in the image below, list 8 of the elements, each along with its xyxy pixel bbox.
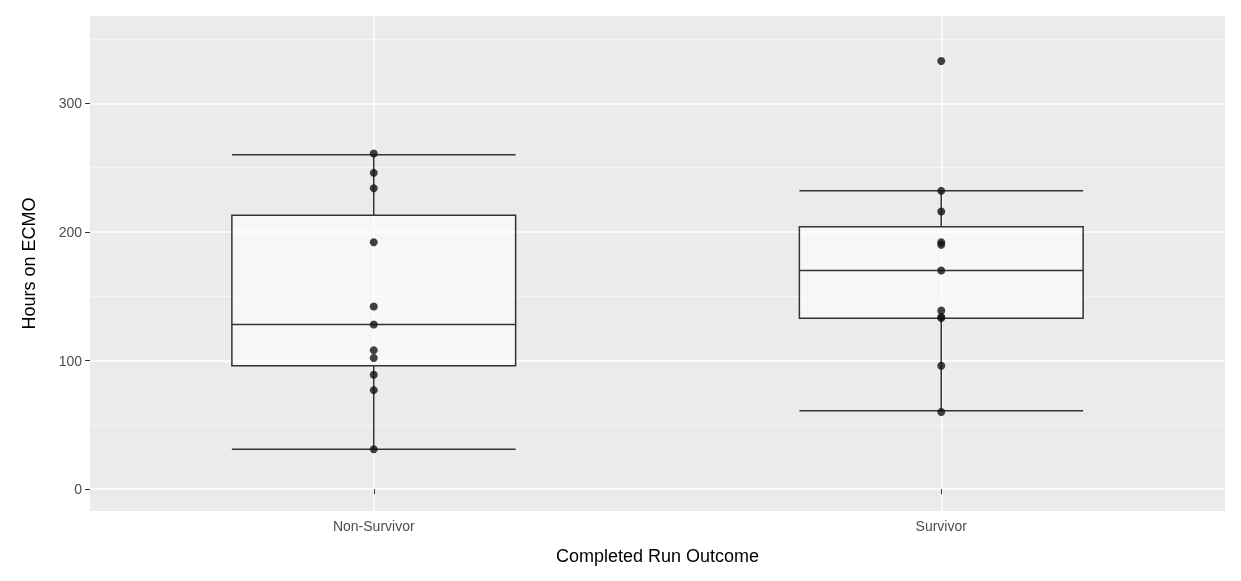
y-tick-label: 0	[74, 481, 83, 498]
y-tick-label: 300	[58, 95, 83, 112]
x-tick-label: Survivor	[915, 518, 968, 534]
y-axis-title: Hours on ECMO	[19, 197, 39, 330]
y-tick-label: 200	[58, 224, 83, 240]
x-axis-title: Completed Run Outcome	[555, 546, 760, 566]
x-tick-label: Non-Survivor	[332, 518, 415, 534]
y-tick-label: 100	[58, 352, 83, 369]
